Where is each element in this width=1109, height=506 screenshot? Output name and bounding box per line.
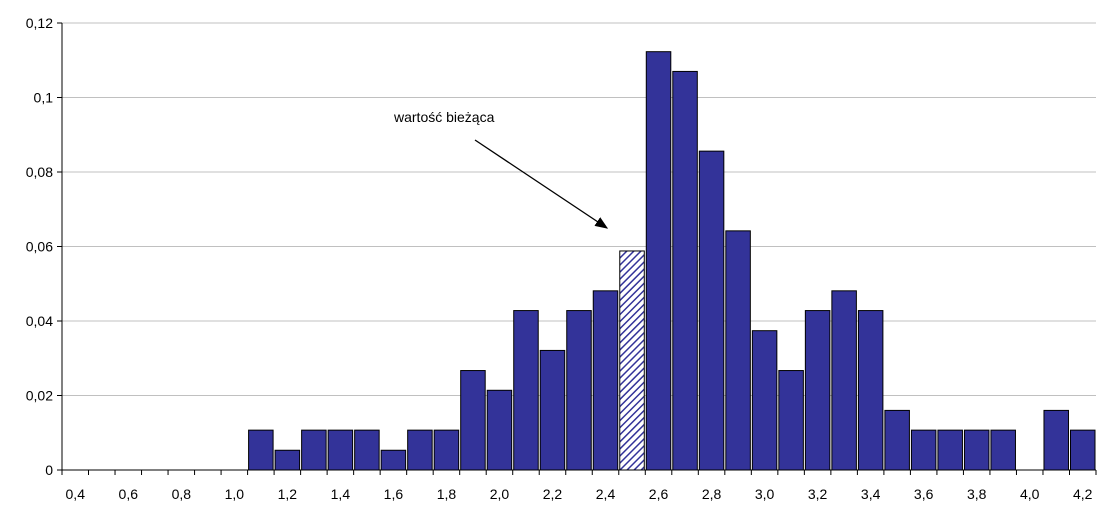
annotation-arrow xyxy=(474,139,609,229)
y-tick-labels: 0 0,02 0,04 0,06 0,08 0,1 0,12 xyxy=(26,15,53,478)
bar xyxy=(725,230,751,471)
x-tick-label: 0,8 xyxy=(172,486,192,502)
y-tick-label: 0,04 xyxy=(26,313,53,329)
x-tick-label: 0,6 xyxy=(119,486,139,502)
x-tick-label: 3,4 xyxy=(861,486,881,502)
bar xyxy=(354,429,380,471)
bar xyxy=(884,409,910,471)
x-tick-label: 4,0 xyxy=(1020,486,1040,502)
bar xyxy=(778,370,804,471)
bar xyxy=(857,310,884,471)
x-tick-label: 3,8 xyxy=(967,486,987,502)
annotation-group: wartość bieżąca xyxy=(393,109,609,229)
bar xyxy=(327,429,354,471)
bar xyxy=(963,429,990,471)
bar xyxy=(592,290,619,471)
x-tick-labels: 0,4 0,6 0,8 1,0 1,2 1,4 1,6 1,8 2,0 2,2 2,4 2,6 2,8 3… xyxy=(66,486,1093,502)
bar xyxy=(433,429,460,471)
bar xyxy=(460,370,486,471)
bar xyxy=(990,429,1016,471)
y-tick-label: 0,02 xyxy=(26,388,53,404)
x-tick-label: 2,2 xyxy=(543,486,563,502)
bar xyxy=(274,449,301,471)
x-tick-label: 2,6 xyxy=(649,486,669,502)
y-tick-label: 0 xyxy=(45,462,53,478)
y-tick-label: 0,08 xyxy=(26,164,53,180)
bars xyxy=(248,51,1096,471)
y-tick-label: 0,06 xyxy=(26,239,53,255)
bar xyxy=(804,310,831,471)
x-tick-label: 3,0 xyxy=(755,486,775,502)
bar-current-value xyxy=(619,250,645,471)
bar xyxy=(672,70,698,471)
x-tick-label: 1,8 xyxy=(437,486,457,502)
gridlines xyxy=(57,22,1096,471)
bar xyxy=(831,290,857,471)
bar xyxy=(698,150,725,471)
bar xyxy=(248,429,274,471)
x-tick-label: 1,0 xyxy=(225,486,245,502)
x-tick-label: 1,4 xyxy=(331,486,351,502)
x-tick-label: 3,6 xyxy=(914,486,934,502)
x-tick-label: 2,8 xyxy=(702,486,722,502)
x-tick-label: 1,6 xyxy=(384,486,404,502)
bar xyxy=(1043,409,1069,471)
bar xyxy=(486,389,513,471)
annotation-label: wartość bieżąca xyxy=(393,109,495,125)
bar xyxy=(513,310,539,471)
bar xyxy=(1069,429,1096,471)
bar xyxy=(751,330,778,471)
x-tick-label: 3,2 xyxy=(808,486,828,502)
bar xyxy=(645,51,672,471)
bar xyxy=(937,429,963,471)
bar xyxy=(910,429,937,471)
y-tick-label: 0,1 xyxy=(34,90,54,106)
bar xyxy=(380,449,407,471)
y-tick-label: 0,12 xyxy=(26,15,53,31)
x-tick-label: 4,2 xyxy=(1073,486,1093,502)
bar xyxy=(539,349,566,471)
x-tick-label: 1,2 xyxy=(278,486,298,502)
bar xyxy=(566,310,592,471)
bar xyxy=(301,429,327,471)
x-tick-label: 2,4 xyxy=(596,486,616,502)
x-tick-label: 2,0 xyxy=(490,486,510,502)
x-tick-label: 0,4 xyxy=(66,486,86,502)
bar xyxy=(407,429,433,471)
axes xyxy=(61,23,1097,475)
